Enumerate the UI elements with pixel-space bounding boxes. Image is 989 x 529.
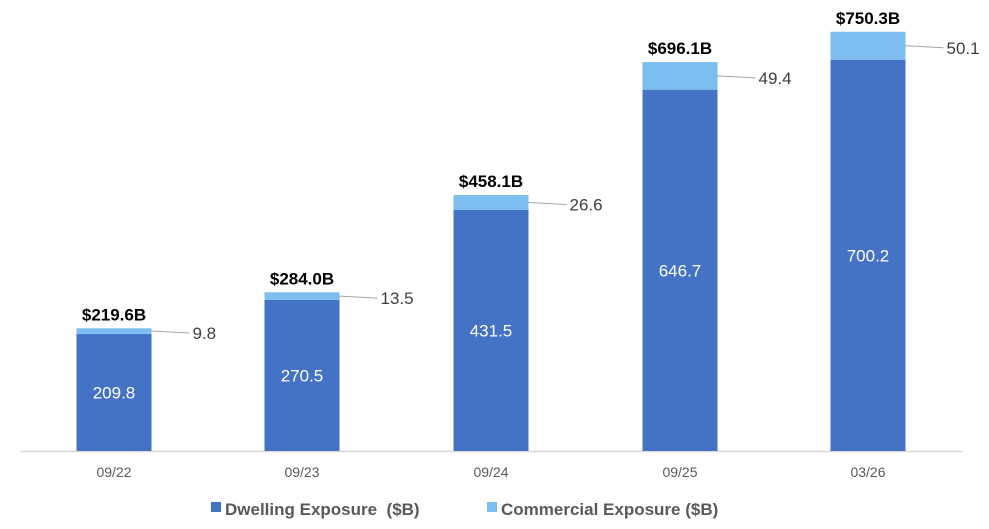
- leader-line: [905, 45, 944, 49]
- data-label-dwelling: 270.5: [281, 366, 324, 385]
- total-label: $696.1B: [648, 39, 712, 58]
- leader-line: [151, 330, 190, 334]
- bar-dwelling: [264, 299, 340, 451]
- data-label-commercial: 9.8: [193, 324, 217, 343]
- legend-label-dwelling: Dwelling Exposure ($B): [225, 500, 420, 519]
- x-tick-label: 09/22: [96, 464, 131, 480]
- data-label-dwelling: 209.8: [93, 383, 136, 402]
- bar-commercial: [76, 328, 152, 334]
- bar-commercial: [264, 292, 340, 300]
- data-label-dwelling: 646.7: [659, 261, 702, 280]
- data-label-commercial: 13.5: [381, 289, 414, 308]
- data-label-commercial: 49.4: [759, 69, 792, 88]
- leader-line: [339, 295, 378, 299]
- total-label: $219.6B: [82, 305, 146, 324]
- legend-label-commercial: Commercial Exposure ($B): [501, 500, 718, 519]
- bar-dwelling: [453, 209, 529, 451]
- total-label: $750.3B: [836, 9, 900, 28]
- legend-swatch-dwelling: [211, 502, 221, 512]
- x-tick-label: 03/26: [850, 464, 885, 480]
- legend-swatch-commercial: [487, 502, 497, 512]
- bar-dwelling: [642, 89, 718, 451]
- leader-line: [717, 75, 756, 79]
- bar-dwelling: [830, 59, 906, 452]
- bar-commercial: [642, 62, 718, 90]
- bar-commercial: [830, 31, 906, 60]
- data-label-commercial: 26.6: [570, 195, 603, 214]
- total-label: $284.0B: [270, 269, 334, 288]
- x-tick-label: 09/24: [473, 464, 508, 480]
- data-label-commercial: 50.1: [947, 39, 980, 58]
- leader-line: [528, 201, 567, 205]
- x-tick-label: 09/23: [284, 464, 319, 480]
- bar-commercial: [453, 195, 529, 210]
- total-label: $458.1B: [459, 172, 523, 191]
- bar-dwelling: [76, 333, 152, 451]
- x-tick-label: 09/25: [662, 464, 697, 480]
- data-label-dwelling: 700.2: [847, 246, 890, 265]
- data-label-dwelling: 431.5: [470, 321, 513, 340]
